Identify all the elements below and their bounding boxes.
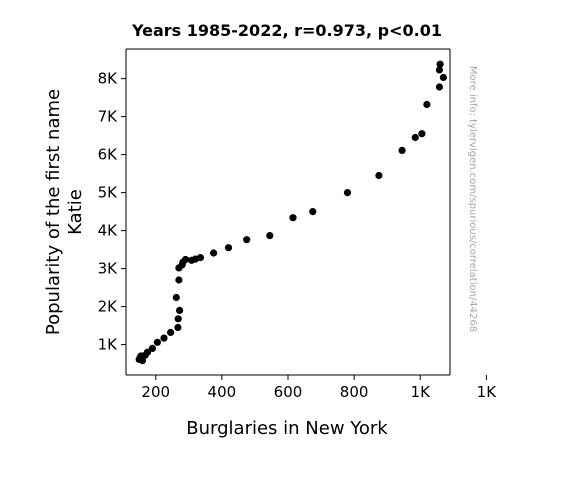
chart-title: Years 1985-2022, r=0.973, p<0.01	[131, 21, 442, 40]
data-point-14	[243, 236, 251, 244]
y-axis-label-line-2: Katie	[65, 189, 86, 235]
data-point-12	[289, 214, 297, 222]
data-point-25	[172, 293, 180, 302]
x-tick-label-6: 1K	[477, 383, 498, 401]
y-tick-label-6: 6K	[98, 146, 119, 164]
data-point-19	[187, 256, 196, 264]
y-tick-label-8: 8K	[98, 70, 119, 88]
y-tick-label-7: 7K	[98, 108, 119, 126]
y-tick-label-1: 1K	[98, 336, 119, 354]
data-point-24	[175, 276, 183, 284]
data-point-31	[153, 338, 161, 346]
x-tick-label-4: 800	[340, 383, 369, 401]
data-point-2	[435, 66, 443, 74]
data-point-13	[266, 232, 274, 240]
y-tick-label-4: 4K	[98, 222, 119, 240]
data-point-5	[423, 100, 431, 109]
data-point-16	[210, 249, 218, 257]
x-tick-label-3: 600	[274, 383, 303, 401]
data-point-6	[418, 130, 426, 138]
data-point-3	[439, 73, 447, 82]
x-tick-label-2: 400	[208, 383, 237, 401]
data-point-10	[343, 189, 352, 197]
x-tick-label-5: 1K	[411, 383, 432, 401]
data-point-4	[435, 83, 443, 91]
data-point-9	[375, 171, 383, 180]
y-axis-ticks: 1K 2K 3K 4K 5K 6K 7K 8K	[98, 70, 126, 354]
y-axis-label-line-1: Popularity of the first name	[43, 89, 64, 335]
y-axis-label: Popularity of the first name Katie	[43, 89, 86, 335]
data-point-38	[136, 354, 144, 362]
data-point-26	[176, 306, 184, 314]
data-point-1	[436, 60, 444, 68]
watermark: More info: tylervigen.com/spurious/corre…	[467, 66, 478, 332]
data-point-28	[174, 323, 182, 332]
y-tick-label-3: 3K	[98, 260, 119, 278]
data-point-7	[411, 133, 419, 142]
x-axis-ticks: 200 400 600 800 1K 1K	[141, 375, 497, 401]
data-point-11	[309, 208, 317, 216]
x-tick-label-1: 200	[141, 383, 170, 401]
x-axis-label: Burglaries in New York	[186, 418, 388, 439]
y-tick-label-5: 5K	[98, 184, 119, 202]
data-point-8	[398, 146, 406, 154]
y-tick-label-2: 2K	[98, 298, 119, 316]
watermark-text: More info: tylervigen.com/spurious/corre…	[467, 66, 478, 332]
data-point-30	[160, 334, 168, 342]
data-point-15	[224, 244, 233, 252]
data-point-29	[167, 328, 175, 336]
data-point-32	[148, 344, 156, 352]
data-point-23	[175, 264, 183, 272]
data-points	[135, 60, 447, 365]
data-point-27	[174, 315, 182, 323]
